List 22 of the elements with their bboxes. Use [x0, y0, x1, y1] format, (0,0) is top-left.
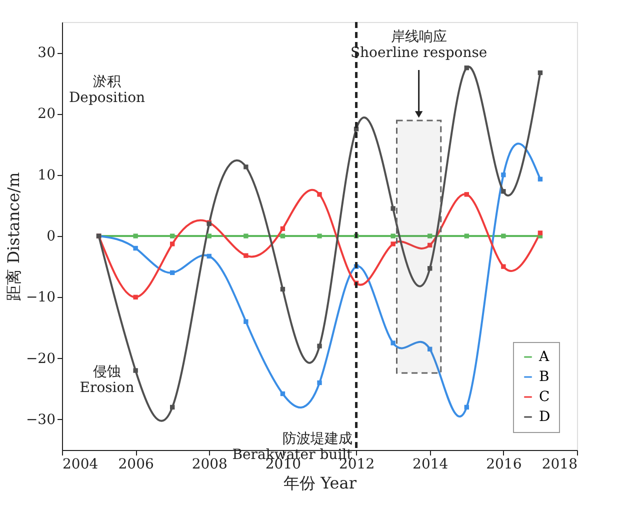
y-tick-label: −30	[26, 412, 56, 428]
y-tick-label: 30	[38, 45, 56, 62]
legend-label: B	[539, 369, 550, 385]
x-tick-label: 2008	[192, 456, 228, 472]
legend-label: C	[539, 389, 550, 405]
y-tick-label: 0	[46, 228, 56, 244]
x-tick-label: 2004	[62, 456, 98, 472]
band-label: 岸线响应 Shoerline response	[350, 29, 488, 61]
x-tick-label: 2016	[486, 456, 522, 472]
x-tick-label: 2006	[118, 456, 154, 472]
x-tick-label: 2018	[542, 456, 578, 472]
legend-label: A	[538, 349, 550, 365]
y-tick-label: −10	[26, 290, 56, 306]
y-tick-label: −20	[26, 350, 56, 367]
x-tick-label: 2014	[412, 456, 448, 472]
y-axis-title: 距离 Distance/m	[4, 172, 23, 301]
annotation: 侵蚀 Erosion	[80, 364, 134, 396]
y-tick-label: 20	[38, 106, 56, 122]
legend-label: D	[539, 409, 550, 425]
annotation: 淤积 Deposition	[68, 74, 146, 106]
y-tick-label: 10	[38, 167, 56, 184]
x-axis-title: 年份 Year	[284, 474, 357, 492]
